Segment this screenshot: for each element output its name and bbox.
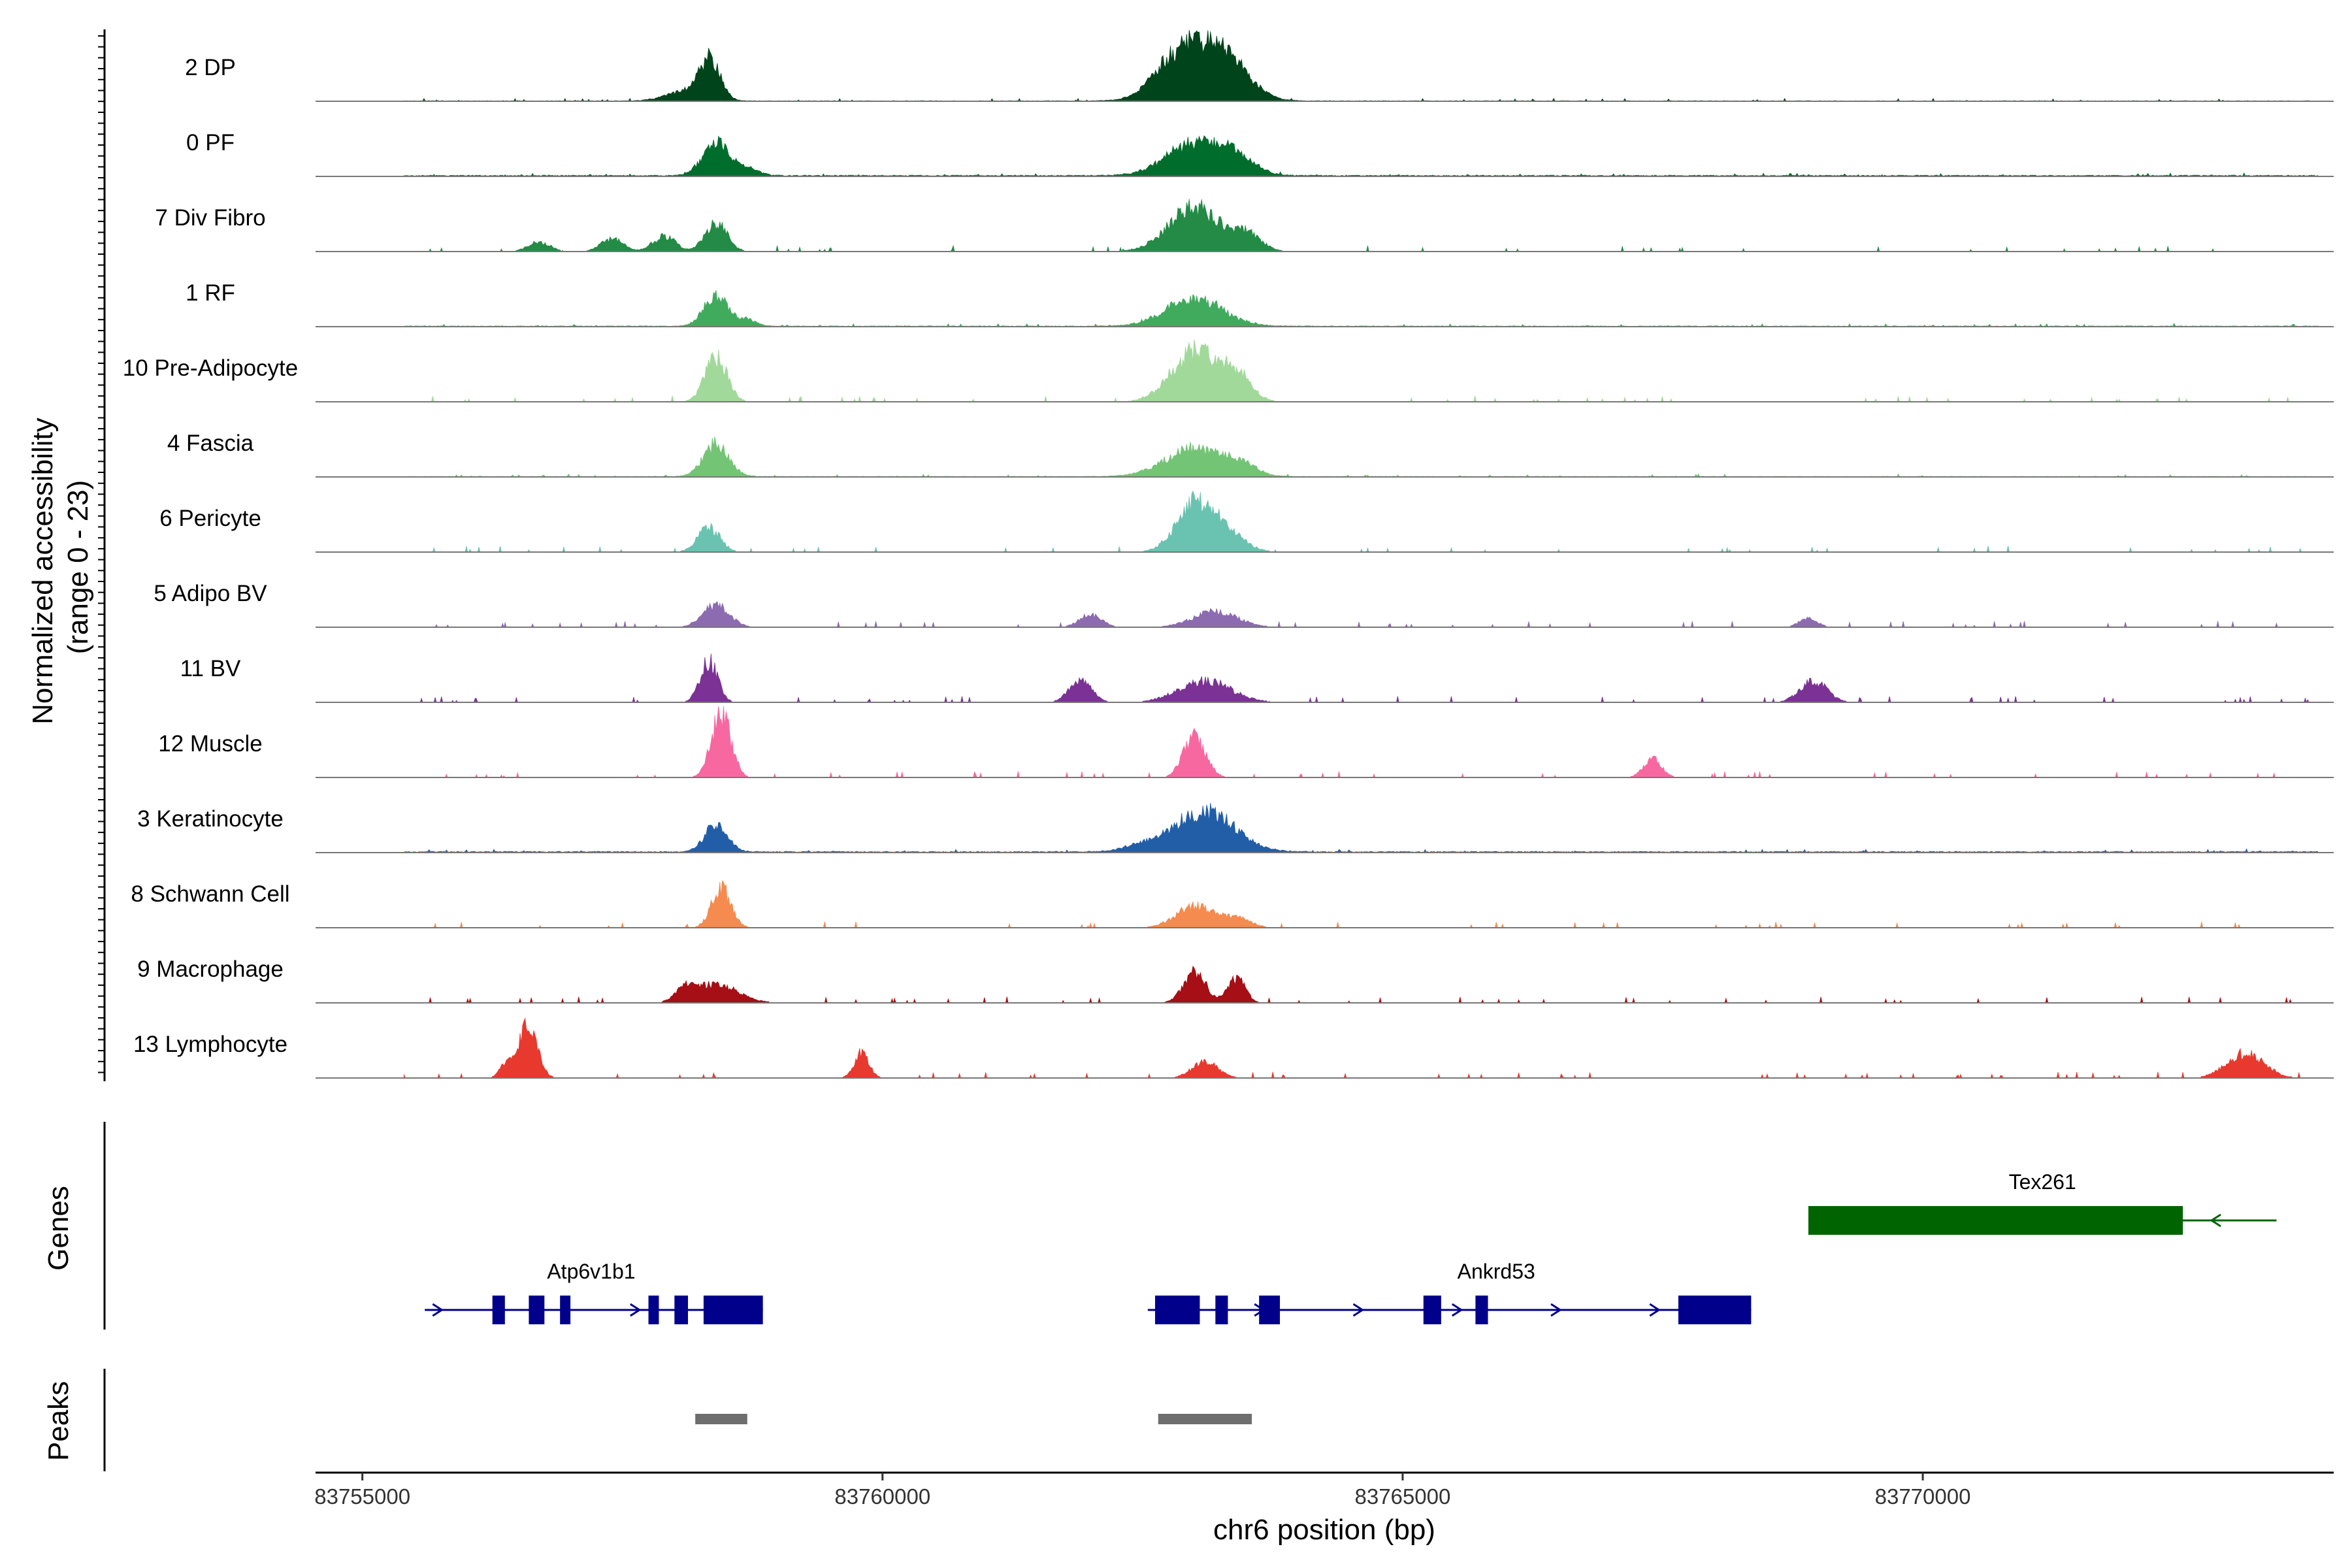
y-axis-title: Normalized accessibility (range 0 - 23) — [27, 410, 94, 725]
coverage-area — [404, 601, 2319, 629]
strand-arrow — [630, 1303, 642, 1317]
exon — [492, 1296, 505, 1324]
coverage-area — [403, 1017, 2319, 1079]
exon — [674, 1296, 689, 1324]
exon — [1678, 1296, 1752, 1324]
strand-arrow — [1649, 1303, 1661, 1317]
gene-ankrd53: Ankrd53 — [1147, 1260, 1752, 1324]
coverage-area — [403, 290, 2319, 327]
coverage-area — [404, 339, 2319, 402]
track-label: 1 RF — [186, 280, 235, 306]
coverage-area — [403, 135, 2319, 177]
track-13-lymphocyte: 13 Lymphocyte — [133, 1017, 2334, 1079]
track-9-macrophage: 9 Macrophage — [137, 956, 2334, 1004]
track-2-dp: 2 DP — [185, 29, 2334, 102]
coverage-area — [403, 803, 2319, 853]
track-1-rf: 1 RF — [186, 280, 2334, 327]
strand-arrow — [1352, 1303, 1365, 1317]
coverage-area — [404, 653, 2319, 704]
track-10-pre-adipocyte: 10 Pre-Adipocyte — [123, 339, 2334, 402]
strand-arrow — [432, 1303, 444, 1317]
exon — [1154, 1296, 1200, 1324]
y-axis — [98, 29, 106, 1081]
gene-tex261: Tex261 — [1808, 1170, 2277, 1235]
coverage-tracks: 2 DP 0 PF 7 Div Fibro 1 RF 10 Pre-Adipocyte 4… — [123, 29, 2334, 1079]
coverage-area — [403, 436, 2319, 478]
track-label: 8 Schwann Cell — [131, 881, 289, 907]
track-label: 5 Adipo BV — [154, 581, 267, 606]
coverage-area — [404, 879, 2319, 928]
track-7-div-fibro: 7 Div Fibro — [155, 199, 2334, 253]
track-6-pericyte: 6 Pericyte — [159, 490, 2334, 553]
exon — [703, 1296, 763, 1324]
track-8-schwann-cell: 8 Schwann Cell — [131, 879, 2334, 928]
gene-atp6v1b1: Atp6v1b1 — [425, 1260, 763, 1324]
exon — [648, 1296, 659, 1324]
coverage-area — [404, 966, 2319, 1004]
exon — [1423, 1296, 1441, 1324]
strand-arrow — [2210, 1213, 2221, 1228]
coverage-area — [404, 706, 2319, 779]
coverage-area — [404, 199, 2319, 253]
track-label: 9 Macrophage — [137, 956, 284, 982]
exon — [529, 1296, 545, 1324]
peaks-track-label: Peaks — [42, 1381, 74, 1461]
peak-region — [695, 1414, 747, 1424]
track-label: 12 Muscle — [158, 731, 263, 757]
track-11-bv: 11 BV — [180, 653, 2334, 704]
gene-label: Tex261 — [2009, 1170, 2076, 1194]
exon — [1475, 1296, 1488, 1324]
x-axis: 83755000 83760000 83765000 83770000 — [314, 1471, 2334, 1509]
gene-label: Atp6v1b1 — [547, 1260, 635, 1283]
track-12-muscle: 12 Muscle — [158, 706, 2334, 779]
track-label: 13 Lymphocyte — [133, 1032, 287, 1057]
coverage-area — [403, 29, 2319, 102]
x-tick-label: 83755000 — [314, 1484, 410, 1509]
track-label: 6 Pericyte — [159, 506, 261, 531]
track-0-pf: 0 PF — [186, 130, 2334, 177]
coverage-area — [404, 490, 2319, 553]
track-label: 2 DP — [185, 55, 236, 80]
x-tick-label: 83760000 — [834, 1484, 930, 1509]
exon — [560, 1296, 571, 1324]
exon — [1215, 1296, 1228, 1324]
track-4-fascia: 4 Fascia — [167, 431, 2334, 478]
genes-track: Tex261 Atp6v1b1 Ankrd53 — [103, 1122, 2277, 1330]
track-label: 4 Fascia — [167, 431, 254, 456]
track-5-adipo-bv: 5 Adipo BV — [154, 581, 2334, 629]
track-label: 3 Keratinocyte — [137, 806, 284, 832]
track-label: 11 BV — [180, 656, 241, 681]
exon — [1259, 1296, 1281, 1324]
genes-track-label: Genes — [42, 1186, 74, 1271]
strand-arrow — [1550, 1303, 1562, 1317]
peaks-track — [103, 1369, 1252, 1471]
x-axis-title: chr6 position (bp) — [1213, 1514, 1435, 1546]
peak-region — [1158, 1414, 1252, 1424]
track-label: 0 PF — [186, 130, 235, 155]
gene-label: Ankrd53 — [1458, 1260, 1535, 1283]
x-tick-label: 83765000 — [1355, 1484, 1451, 1509]
track-label: 7 Div Fibro — [155, 205, 265, 231]
x-tick-label: 83770000 — [1875, 1484, 1971, 1509]
track-label: 10 Pre-Adipocyte — [123, 355, 298, 381]
strand-arrow — [1451, 1303, 1463, 1317]
exon — [1808, 1206, 2183, 1235]
track-3-keratinocyte: 3 Keratinocyte — [137, 803, 2334, 853]
